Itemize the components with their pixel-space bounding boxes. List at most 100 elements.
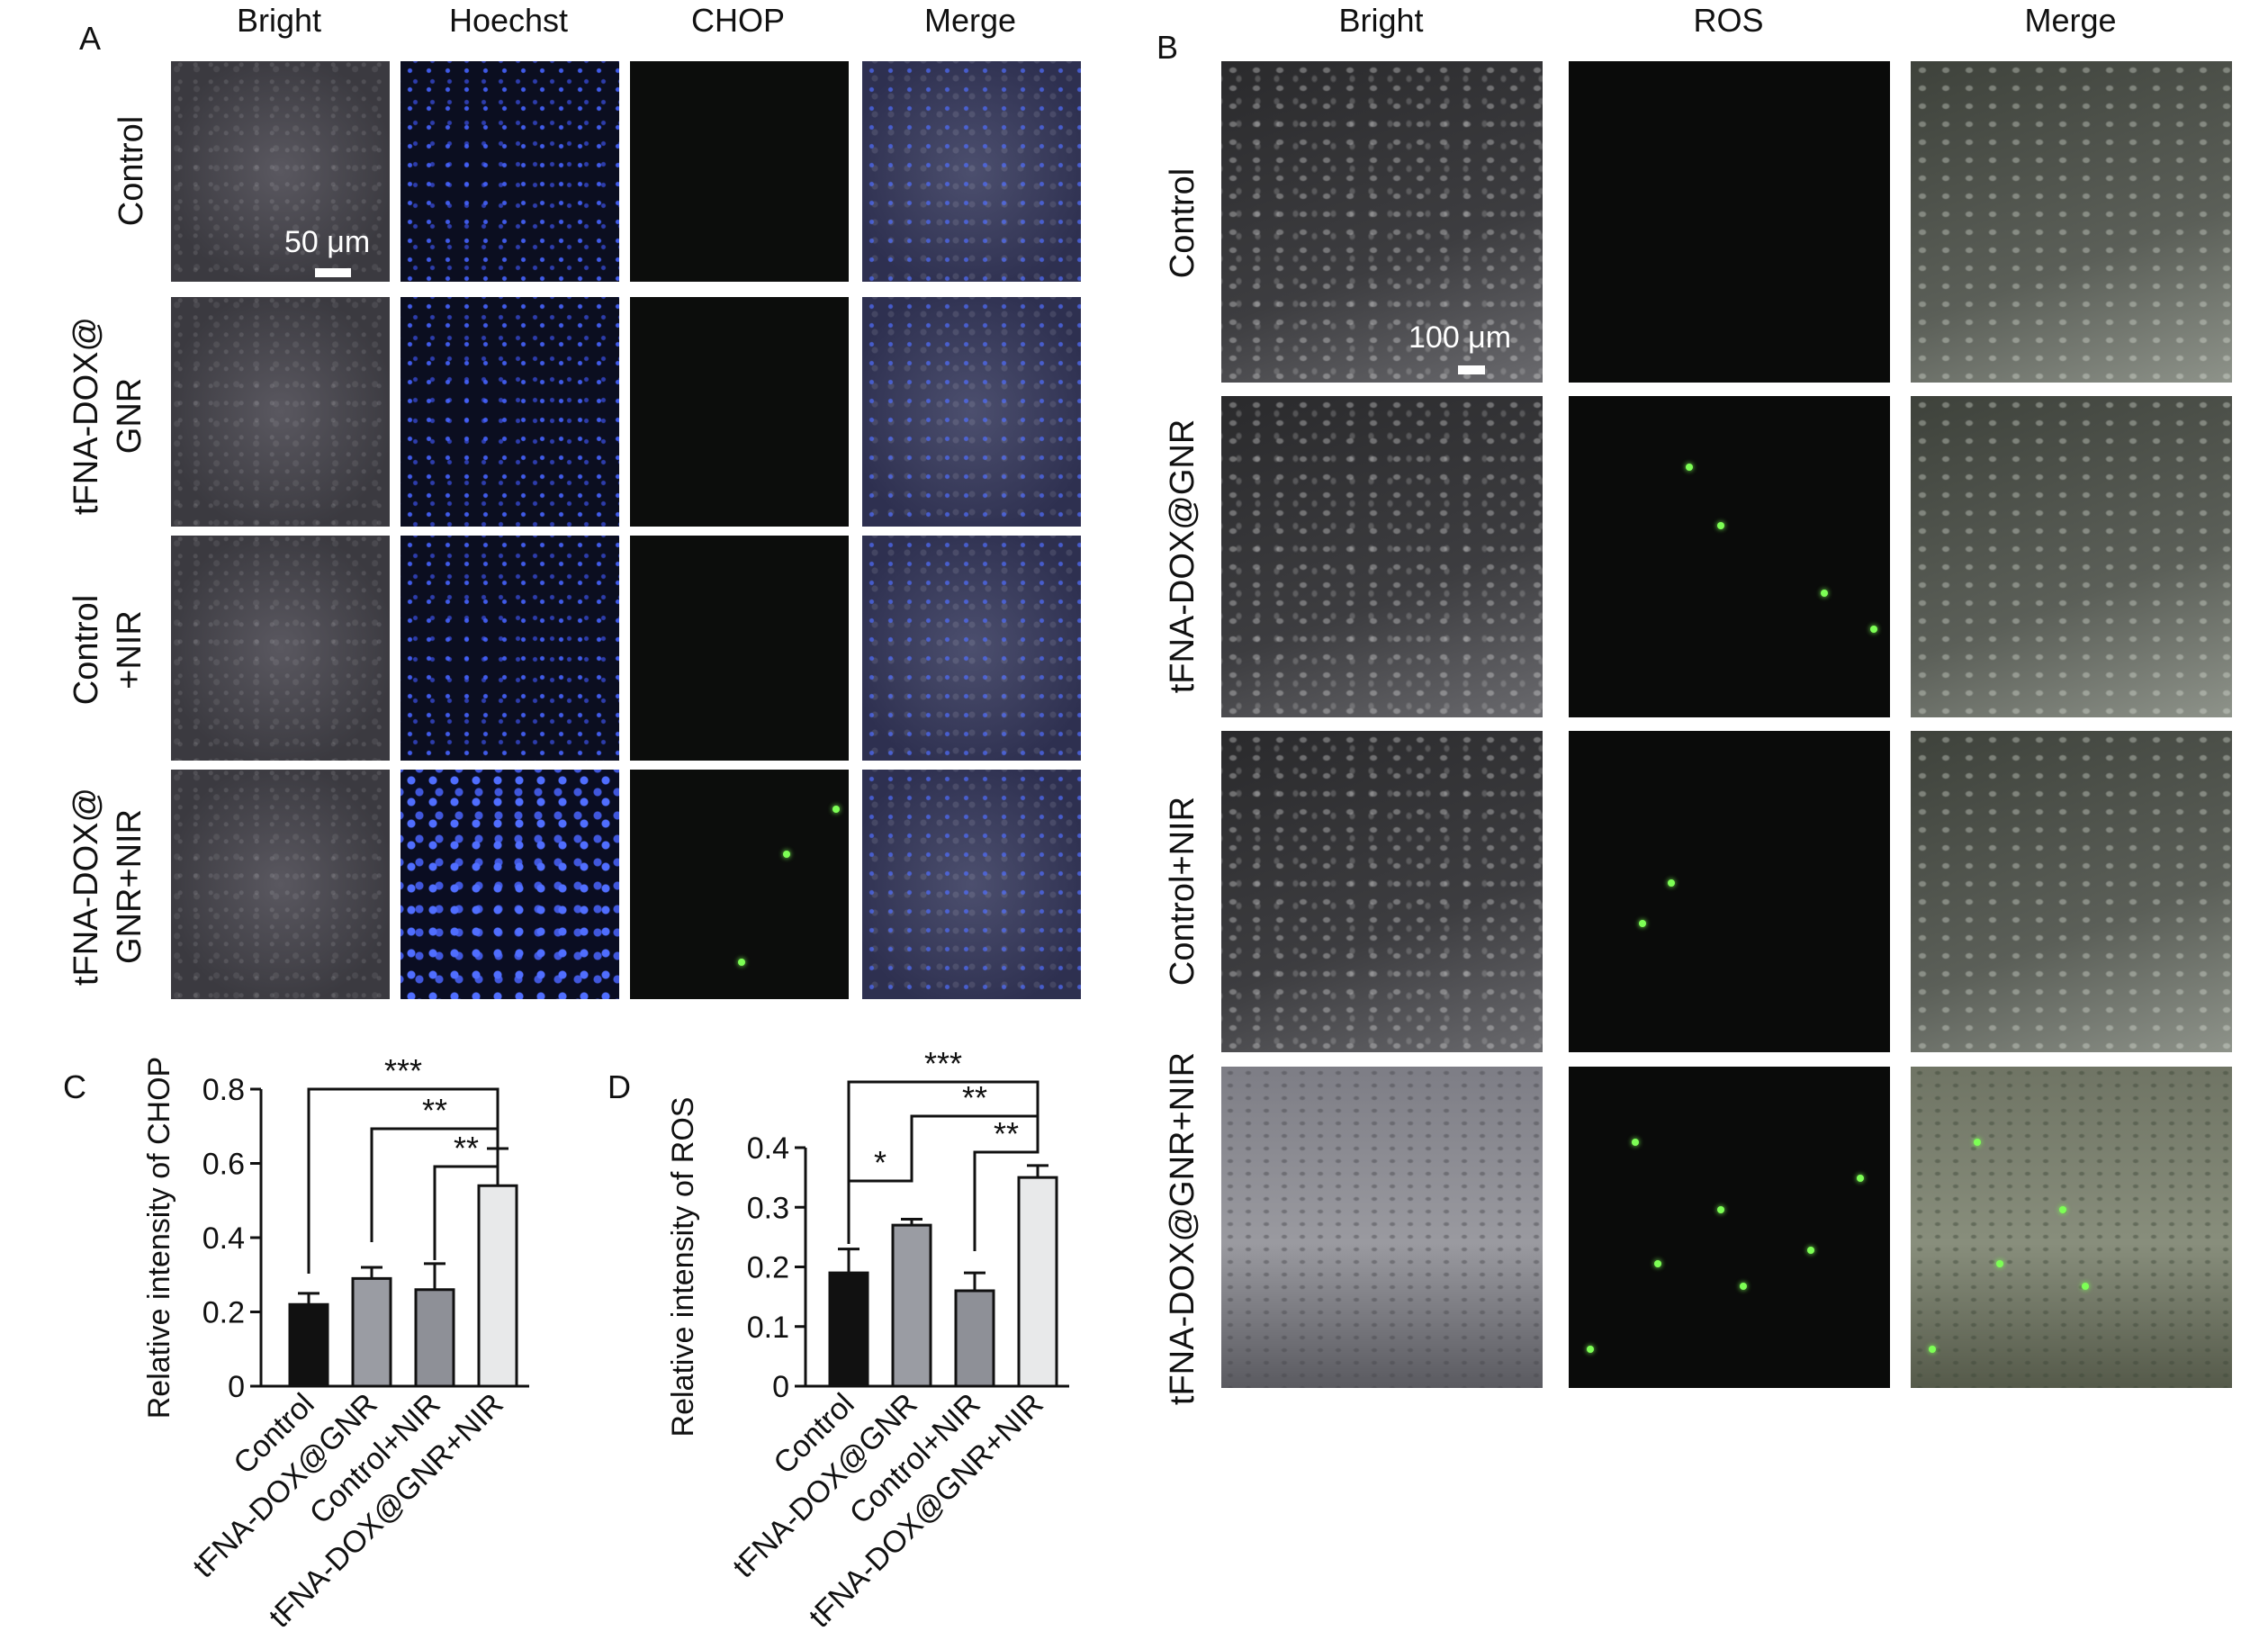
y-tick-label: 0.8 <box>202 1073 245 1107</box>
micrograph-a-tfna-nir-bright <box>171 770 390 999</box>
micrograph-a-control-hoechst <box>400 61 619 282</box>
significance-bracket <box>433 1152 500 1260</box>
panel-b-col-bright: Bright <box>1338 2 1424 39</box>
scale-bar-b <box>1458 365 1485 374</box>
micrograph-a-tfna-hoechst <box>400 297 619 527</box>
micrograph-a-control-chop <box>630 61 849 282</box>
ros-signal-dot <box>1686 464 1693 471</box>
ros-signal-dot <box>1857 1175 1864 1182</box>
micrograph-b-tfna-nir-ros <box>1569 1067 1890 1388</box>
significance-bracket <box>847 1080 1040 1224</box>
y-tick-label: 0.1 <box>747 1311 789 1345</box>
ros-signal-dot <box>1654 1260 1661 1267</box>
micrograph-a-tfna-bright <box>171 297 390 527</box>
micrograph-a-nir-chop <box>630 536 849 761</box>
significance-bracket <box>973 1136 1040 1251</box>
scale-bar-label-b: 100 μm <box>1408 320 1512 355</box>
bar <box>1017 1176 1058 1388</box>
micrograph-a-nir-bright <box>171 536 390 761</box>
ros-signal-dot <box>1870 626 1877 633</box>
micrograph-b-nir-ros <box>1569 731 1890 1052</box>
chart-c: C 0 0.2 0.4 0.6 0.8 Relative intensity of CHOP… <box>63 1053 529 1629</box>
panel-b-row-label: Control <box>1164 167 1202 279</box>
chop-signal-dot <box>783 851 790 858</box>
y-tick-label: 0.6 <box>202 1148 245 1182</box>
panel-a-letter: A <box>79 20 102 57</box>
panel-a-col-bright: Bright <box>236 2 322 39</box>
y-tick-label: 0.4 <box>747 1131 789 1166</box>
ros-signal-dot <box>2082 1283 2089 1290</box>
panel-a-row-label: Control <box>112 115 150 227</box>
panel-a-row-label: Control +NIR <box>68 594 148 706</box>
chop-signal-dot <box>738 959 745 966</box>
micrograph-b-nir-bright <box>1221 731 1543 1052</box>
significance-label: * <box>874 1144 886 1181</box>
panel-a-col-merge: Merge <box>923 2 1017 39</box>
ros-signal-dot <box>1632 1139 1639 1146</box>
micrograph-a-nir-merge <box>862 536 1081 761</box>
significance-bracket <box>910 1114 1040 1168</box>
ros-signal-dot <box>2059 1206 2066 1213</box>
micrograph-b-tfna-ros <box>1569 396 1890 717</box>
significance-label: ** <box>994 1115 1019 1152</box>
chop-signal-dot <box>832 806 840 813</box>
ros-signal-dot <box>1974 1139 1981 1146</box>
significance-label: *** <box>384 1053 422 1089</box>
scale-bar-label-a: 50 μm <box>284 225 371 259</box>
significance-bracket <box>847 1168 914 1244</box>
ros-signal-dot <box>1996 1260 2003 1267</box>
micrograph-a-tfna-chop <box>630 297 849 527</box>
micrograph-a-tfna-nir-hoechst <box>400 770 619 999</box>
bar <box>477 1184 518 1388</box>
panel-a-row-label: tFNA-DOX@ GNR+NIR <box>68 787 148 987</box>
significance-bracket <box>307 1087 500 1274</box>
bar <box>288 1302 329 1388</box>
ros-signal-dot <box>1639 920 1646 927</box>
panel-a-col-hoechst: Hoechst <box>448 2 569 39</box>
y-axis-label: Relative intensity of ROS <box>666 1097 700 1437</box>
significance-bracket <box>370 1127 500 1242</box>
scale-bar-a <box>315 268 351 277</box>
panel-b-letter: B <box>1156 29 1179 66</box>
y-tick-label: 0.2 <box>747 1251 789 1285</box>
micrograph-a-tfna-merge <box>862 297 1081 527</box>
ros-signal-dot <box>1717 522 1724 529</box>
micrograph-a-nir-hoechst <box>400 536 619 761</box>
micrograph-a-tfna-nir-merge <box>862 770 1081 999</box>
micrograph-b-control-ros <box>1569 61 1890 383</box>
ros-signal-dot <box>1740 1283 1747 1290</box>
micrograph-a-tfna-nir-chop <box>630 770 849 999</box>
ros-signal-dot <box>1587 1346 1594 1353</box>
panel-a-row-label: tFNA-DOX@ GNR <box>68 316 148 516</box>
micrograph-b-tfna-nir-merge <box>1911 1067 2232 1388</box>
y-tick-label: 0 <box>772 1370 789 1404</box>
y-tick-label: 0.4 <box>202 1221 245 1256</box>
micrograph-b-tfna-nir-bright <box>1221 1067 1543 1388</box>
significance-label: *** <box>924 1045 962 1082</box>
y-tick-label: 0.2 <box>202 1296 245 1330</box>
panel-letter: C <box>63 1068 86 1105</box>
panel-b-row-label: tFNA-DOX@GNR <box>1164 419 1202 694</box>
y-tick-label: 0 <box>228 1370 245 1404</box>
ros-signal-dot <box>1929 1346 1936 1353</box>
y-tick-label: 0.3 <box>747 1191 789 1225</box>
bar <box>828 1271 869 1388</box>
ros-signal-dot <box>1807 1247 1814 1254</box>
micrograph-b-control-bright <box>1221 61 1543 383</box>
panel-a-col-chop: CHOP <box>690 2 785 39</box>
micrograph-b-tfna-bright <box>1221 396 1543 717</box>
bar <box>954 1289 995 1388</box>
panel-b-row-label: Control+NIR <box>1164 796 1202 987</box>
bar <box>414 1288 455 1388</box>
micrograph-b-control-merge <box>1911 61 2232 383</box>
micrograph-a-control-merge <box>862 61 1081 282</box>
micrograph-b-nir-merge <box>1911 731 2232 1052</box>
micrograph-b-tfna-merge <box>1911 396 2232 717</box>
bar <box>891 1223 932 1388</box>
panel-b-col-merge: Merge <box>2024 2 2117 39</box>
panel-letter: D <box>608 1068 631 1105</box>
ros-signal-dot <box>1668 879 1675 887</box>
significance-label: ** <box>454 1130 479 1167</box>
bar <box>351 1276 392 1388</box>
